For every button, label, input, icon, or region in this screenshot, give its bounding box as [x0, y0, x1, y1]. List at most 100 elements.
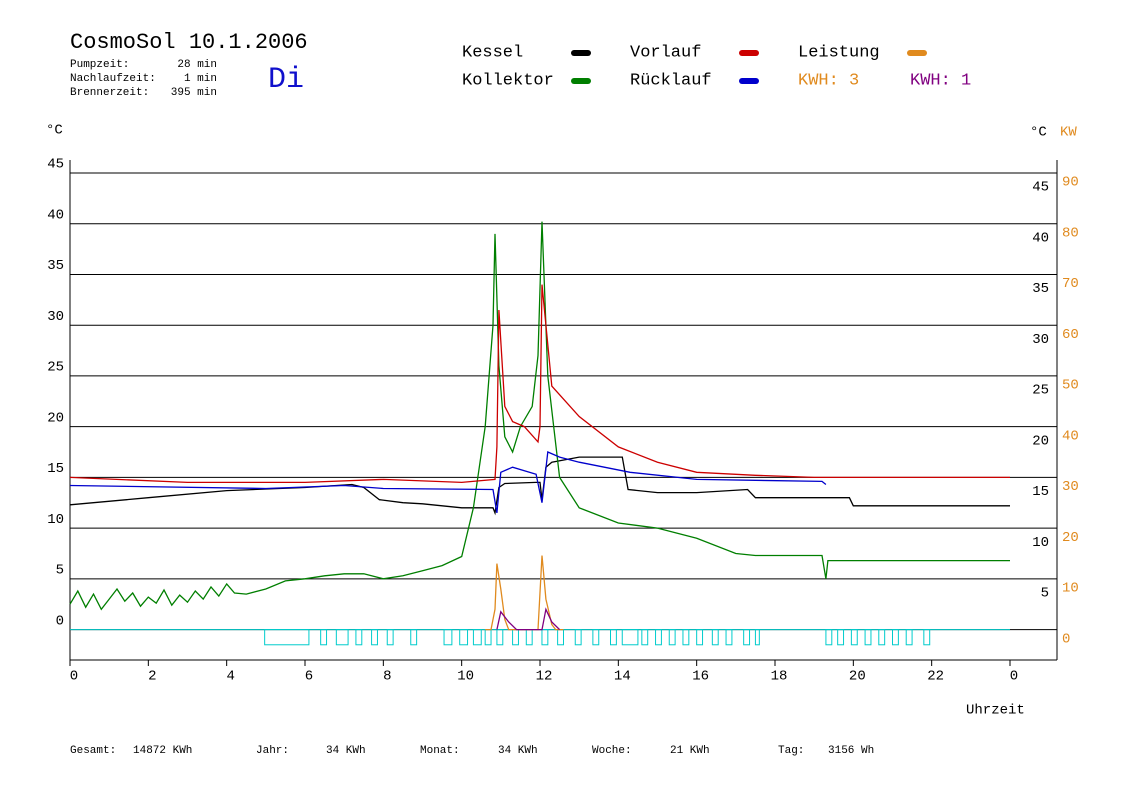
x-tick-label: 0 — [70, 669, 78, 685]
y-tick-label-right: 30 — [1032, 332, 1049, 348]
info-label: Pumpzeit: — [70, 59, 129, 71]
y-tick-label: 35 — [47, 258, 64, 274]
y2-tick-label: 50 — [1062, 378, 1079, 394]
y-tick-label: 30 — [47, 309, 64, 325]
kwh-label: KWH: 1 — [910, 71, 971, 90]
y-axis-label-right: °C — [1030, 125, 1047, 141]
pump-interval — [668, 629, 676, 646]
x-tick-label: 2 — [148, 669, 156, 685]
y2-tick-label: 20 — [1062, 530, 1079, 546]
y-tick-label: 0 — [56, 613, 64, 629]
total-value: 21 KWh — [670, 745, 710, 757]
pump-interval — [355, 629, 363, 646]
total-label: Tag: — [778, 745, 804, 757]
pump-interval — [892, 629, 899, 646]
total-label: Gesamt: — [70, 745, 116, 757]
pump-interval — [850, 629, 858, 646]
y2-tick-label: 0 — [1062, 631, 1070, 647]
y-tick-label: 5 — [56, 563, 64, 579]
pump-interval — [825, 629, 833, 646]
y-axis-label: °C — [46, 123, 63, 139]
y-tick-label-right: 5 — [1041, 586, 1049, 602]
info-value: 395 min — [171, 87, 217, 99]
y-tick-label-right: 15 — [1032, 484, 1049, 500]
pump-interval — [410, 629, 418, 646]
y2-tick-label: 70 — [1062, 276, 1079, 292]
pump-interval — [525, 629, 533, 646]
y2-tick-label: 30 — [1062, 479, 1079, 495]
day: Di — [268, 63, 304, 97]
x-tick-label: 10 — [457, 669, 474, 685]
series-line — [69, 221, 1010, 611]
pump-interval — [621, 629, 639, 646]
info-value: 28 min — [177, 59, 217, 71]
pump-interval — [592, 629, 600, 646]
legend-label: Rücklauf — [630, 71, 712, 90]
y-tick-label-right: 45 — [1032, 180, 1049, 196]
pump-interval — [541, 629, 549, 646]
y2-axis-label: KW — [1060, 125, 1077, 141]
y-tick-label: 45 — [47, 157, 64, 173]
y-tick-label-right: 10 — [1032, 535, 1049, 551]
pump-interval — [335, 629, 349, 646]
total-value: 34 KWh — [498, 745, 538, 757]
x-tick-label: 16 — [692, 669, 709, 685]
y2-tick-label: 90 — [1062, 175, 1079, 191]
total-label: Monat: — [420, 745, 460, 757]
pump-interval — [496, 629, 504, 646]
info-value: 1 min — [184, 73, 217, 85]
legend-label: Vorlauf — [630, 43, 701, 62]
pump-interval — [696, 629, 704, 646]
total-label: Jahr: — [256, 745, 289, 757]
legend-label: Leistung — [798, 43, 880, 62]
pump-interval — [711, 629, 719, 646]
pump-interval — [655, 629, 662, 646]
y-tick-label: 25 — [47, 360, 64, 376]
pump-interval — [371, 629, 378, 646]
y2-tick-label: 40 — [1062, 428, 1079, 444]
y-tick-label: 40 — [47, 207, 64, 223]
x-tick-label: 14 — [614, 669, 631, 685]
pump-interval — [878, 629, 886, 646]
total-value: 14872 KWh — [133, 745, 192, 757]
y-tick-label: 15 — [47, 461, 64, 477]
x-tick-label: 18 — [771, 669, 788, 685]
pump-interval — [264, 629, 310, 646]
pump-interval — [443, 629, 453, 646]
pump-interval — [484, 629, 492, 646]
y-tick-label: 20 — [47, 410, 64, 426]
x-tick-label: 6 — [305, 669, 313, 685]
pump-interval — [320, 629, 328, 646]
info-label: Nachlaufzeit: — [70, 73, 156, 85]
x-tick-label: 22 — [927, 669, 944, 685]
y2-tick-label: 60 — [1062, 327, 1079, 343]
series-line — [485, 555, 564, 631]
pump-interval — [641, 629, 649, 646]
x-tick-label: 8 — [383, 669, 391, 685]
pump-interval — [610, 629, 617, 646]
pump-interval — [754, 629, 760, 646]
legend-label: Kessel — [462, 43, 523, 62]
total-value: 34 KWh — [326, 745, 366, 757]
chart-title: CosmoSol 10.1.2006 — [70, 30, 308, 55]
total-value: 3156 Wh — [828, 745, 874, 757]
x-tick-label: 20 — [849, 669, 866, 685]
y2-tick-label: 80 — [1062, 225, 1079, 241]
legend-label: Kollektor — [462, 71, 554, 90]
pump-interval — [512, 629, 519, 646]
pump-interval — [923, 629, 931, 646]
series-line — [69, 284, 1010, 484]
series-line — [496, 607, 561, 631]
y2-tick-label: 10 — [1062, 581, 1079, 597]
pump-interval — [682, 629, 690, 646]
kwh-label: KWH: 3 — [798, 71, 859, 90]
pump-interval — [557, 629, 564, 646]
pump-interval — [905, 629, 913, 646]
y-tick-label-right: 35 — [1032, 281, 1049, 297]
x-axis-label: Uhrzeit — [966, 703, 1025, 719]
pump-interval — [574, 629, 582, 646]
x-tick-label: 12 — [536, 669, 553, 685]
y-tick-label: 10 — [47, 512, 64, 528]
pump-interval — [459, 629, 469, 646]
